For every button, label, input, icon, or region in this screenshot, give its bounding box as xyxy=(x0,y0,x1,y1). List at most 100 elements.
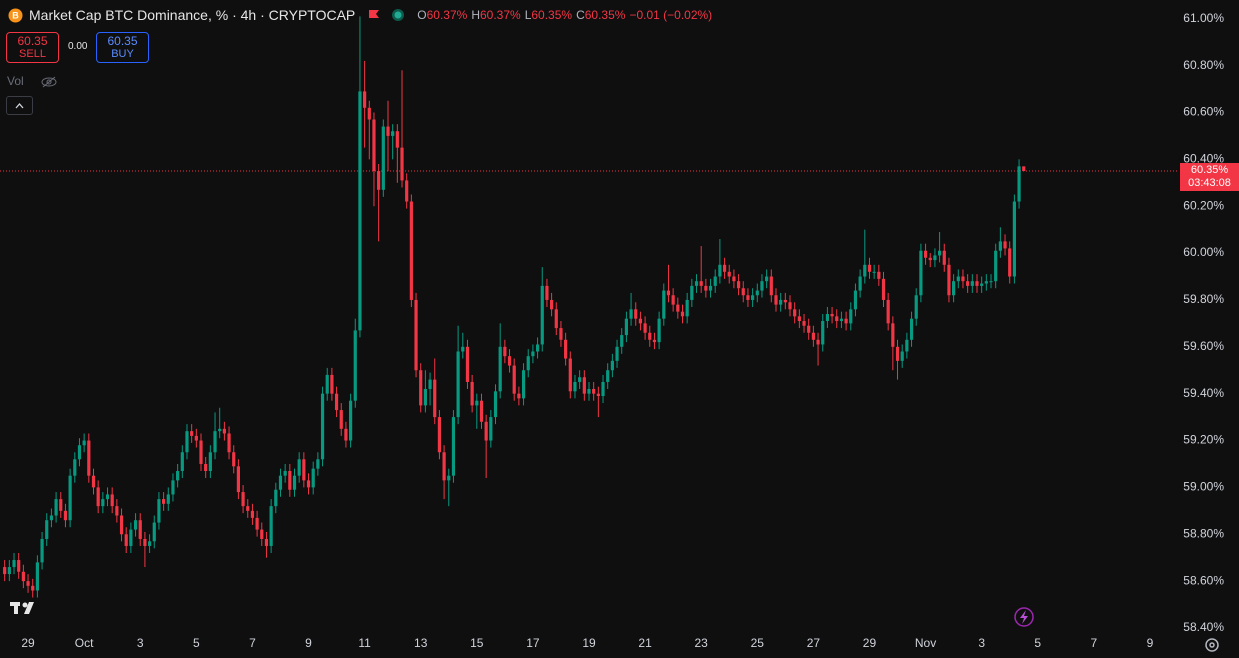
change: −0.01 (−0.02%) xyxy=(629,8,713,22)
header: B Market Cap BTC Dominance, % · 4h · CRY… xyxy=(8,7,712,23)
candle-body xyxy=(1003,241,1007,249)
candle-body xyxy=(105,494,110,500)
candle-body xyxy=(905,339,909,352)
candle-body xyxy=(550,299,554,310)
candle-body xyxy=(858,276,862,291)
candle-body xyxy=(545,285,549,300)
buy-price: 60.35 xyxy=(107,34,138,48)
x-tick-label: 29 xyxy=(863,636,877,650)
candle-body xyxy=(386,126,390,136)
ohlc-key: O xyxy=(417,8,427,22)
lightning-icon[interactable] xyxy=(1014,607,1034,627)
candle-body xyxy=(180,452,184,471)
candle-body xyxy=(489,417,493,441)
eye-icon[interactable] xyxy=(41,76,57,88)
candle-body xyxy=(923,250,928,258)
candle-body xyxy=(479,400,484,422)
candle-body xyxy=(264,538,269,546)
candle-body xyxy=(171,480,175,495)
sell-button[interactable]: 60.35 SELL xyxy=(6,32,59,63)
candle-body xyxy=(133,520,138,530)
candle-body xyxy=(190,431,194,436)
candle-body xyxy=(797,316,801,322)
y-tick-label: 58.80% xyxy=(1183,526,1224,540)
spread: 0.00 xyxy=(68,41,88,52)
candle-body xyxy=(708,285,713,291)
candle-body xyxy=(779,299,783,305)
candle-body xyxy=(40,538,44,563)
candle-body xyxy=(507,356,512,366)
candle-body xyxy=(587,388,591,394)
candle-body xyxy=(437,417,442,453)
ohlc-value: 60.37% xyxy=(479,8,521,22)
y-tick-label: 60.80% xyxy=(1183,58,1224,72)
candle-body xyxy=(302,459,306,481)
ohlc-key: H xyxy=(471,8,480,22)
candle-body xyxy=(657,318,661,343)
buy-button[interactable]: 60.35 BUY xyxy=(96,32,149,63)
candle-body xyxy=(157,499,161,523)
candle-body xyxy=(676,304,680,312)
ohlc-value: 60.35% xyxy=(584,8,626,22)
candle-body xyxy=(465,346,470,382)
candle-body xyxy=(877,271,881,279)
candle-body xyxy=(400,147,404,181)
candle-body xyxy=(713,276,717,286)
candle-body xyxy=(606,370,610,382)
y-tick-label: 59.20% xyxy=(1183,433,1224,447)
volume-label: Vol xyxy=(7,74,24,88)
candle-body xyxy=(232,452,236,467)
x-tick-label: 9 xyxy=(1147,636,1154,650)
ohlc-legend: O 60.37% H 60.37% L 60.35% C 60.35% xyxy=(413,8,625,22)
candle-body xyxy=(87,440,91,476)
settings-icon[interactable] xyxy=(1205,638,1219,652)
candle-body xyxy=(68,475,72,521)
candle-body xyxy=(26,581,30,586)
x-tick-label: 3 xyxy=(978,636,985,650)
candle-body xyxy=(433,379,437,418)
countdown: 03:43:08 xyxy=(1188,177,1231,190)
x-tick-label: 7 xyxy=(1091,636,1098,650)
candle-body xyxy=(143,538,147,546)
candle-body xyxy=(900,351,904,361)
candle-body xyxy=(984,281,988,284)
x-tick-label: 27 xyxy=(807,636,821,650)
candle-body xyxy=(601,381,605,397)
candle-body xyxy=(1012,201,1016,277)
candle-body xyxy=(255,517,259,530)
candle-body xyxy=(278,475,283,490)
candle-body xyxy=(755,290,759,296)
candle-body xyxy=(115,506,119,516)
candle-body xyxy=(73,459,77,476)
candle-body xyxy=(344,428,348,441)
candle-body xyxy=(671,295,675,305)
candle-body xyxy=(185,431,189,453)
candle-body xyxy=(208,452,212,471)
candle-body xyxy=(793,309,797,317)
candle-body xyxy=(844,318,848,324)
y-tick-label: 58.40% xyxy=(1183,620,1224,634)
candle-body xyxy=(863,264,867,277)
candle-body xyxy=(227,433,231,453)
candle-body xyxy=(914,295,918,319)
x-tick-label: 3 xyxy=(137,636,144,650)
y-tick-label: 60.60% xyxy=(1183,105,1224,119)
candle-body xyxy=(31,585,35,591)
y-tick-label: 60.20% xyxy=(1183,198,1224,212)
last-price-label: 60.35% xyxy=(1190,164,1229,177)
tv-logo xyxy=(10,602,34,614)
candle-body xyxy=(517,393,521,399)
candle-body xyxy=(176,471,180,481)
candle-body xyxy=(194,435,198,441)
x-tick-label: Nov xyxy=(915,636,936,650)
flag-icon[interactable] xyxy=(367,8,381,22)
candle-body xyxy=(998,241,1002,251)
candle-body xyxy=(956,276,960,282)
btc-icon: B xyxy=(8,8,23,22)
candle-body xyxy=(975,281,979,286)
candle-body xyxy=(292,475,297,490)
candle-body xyxy=(573,381,577,392)
collapse-button[interactable] xyxy=(6,96,33,115)
candle-body xyxy=(839,318,844,322)
